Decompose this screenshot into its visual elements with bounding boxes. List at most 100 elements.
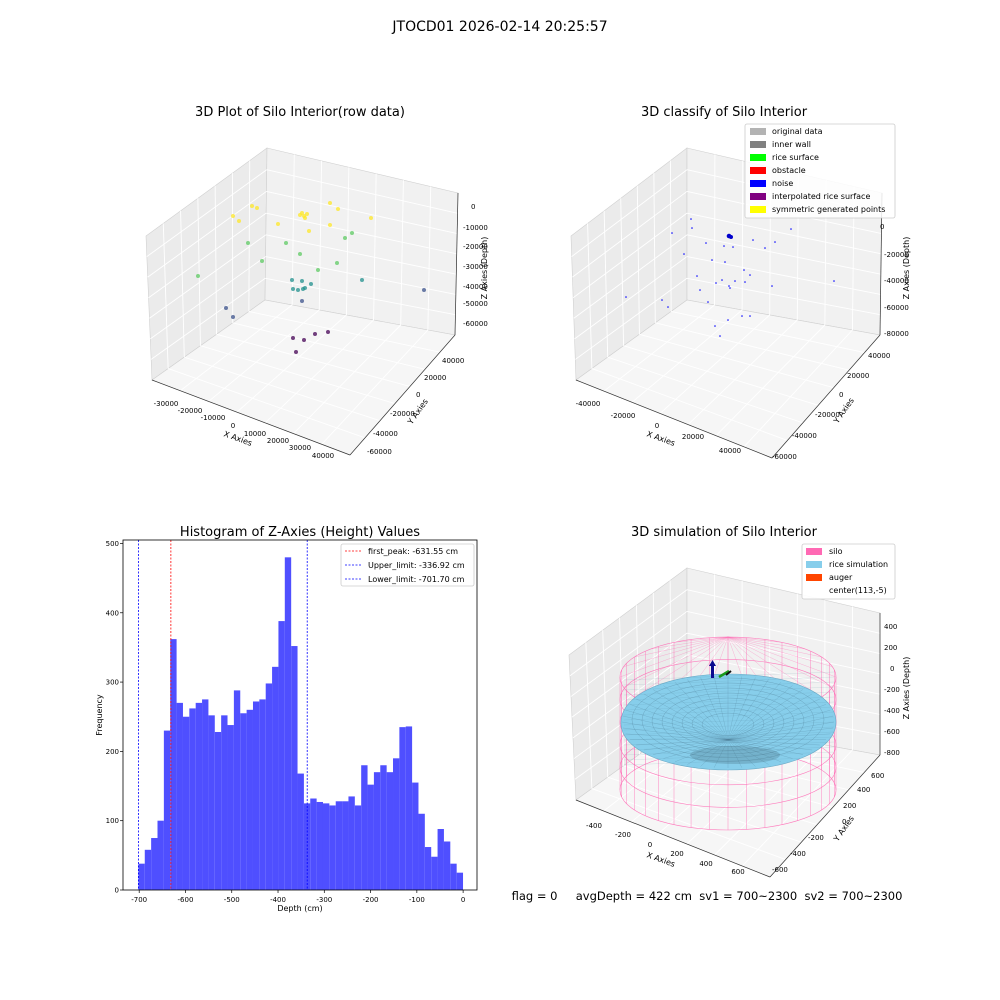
histogram-x-ticks: -700 -600 -500 -400 -300 -200 -100 0 xyxy=(131,896,465,904)
histogram-bar xyxy=(240,713,247,890)
rice-mesh-spoke xyxy=(622,715,729,741)
silo-roof-line xyxy=(727,636,833,688)
histogram-y-ticks: 0 100 200 300 400 500 xyxy=(106,540,119,895)
raw-z-tick-labels: 0 -10000 -20000 -30000 -40000 -50000 -60… xyxy=(463,203,488,328)
rice-mesh-spoke xyxy=(714,676,729,741)
legend-swatch-obstacle xyxy=(750,167,766,174)
noise-point xyxy=(743,269,745,271)
legend-swatch-noise xyxy=(750,180,766,187)
grid-line xyxy=(686,610,881,655)
simulation-z-tick: -400 xyxy=(884,707,900,715)
histogram-bar xyxy=(170,639,177,890)
noise-point xyxy=(732,246,734,248)
grid-line xyxy=(591,368,788,441)
grid-line xyxy=(686,632,881,675)
legend-swatch-interpolated xyxy=(750,193,766,200)
histogram-bar xyxy=(297,773,304,890)
rice-mesh-line xyxy=(623,721,835,731)
grid-line xyxy=(216,333,411,387)
simulation-x-tick: 400 xyxy=(699,860,712,868)
histogram-bar xyxy=(227,725,234,890)
histogram-bar xyxy=(424,847,432,890)
histogram-x-tick: -500 xyxy=(224,896,240,904)
histogram-bar xyxy=(443,841,451,890)
grid-line xyxy=(607,776,802,843)
rice-mesh-spoke xyxy=(727,676,742,741)
grid-line xyxy=(427,186,432,331)
scatter-point xyxy=(290,278,294,282)
auger-blue-arrow xyxy=(709,660,716,666)
grid-line xyxy=(321,329,429,445)
histogram-bar xyxy=(342,801,349,890)
auger-black-tip xyxy=(725,670,732,676)
grid-line xyxy=(636,185,640,335)
scatter-point xyxy=(326,330,330,334)
histogram-bar xyxy=(335,801,343,890)
histogram-y-tick: 100 xyxy=(106,817,119,825)
grid-line xyxy=(232,322,426,370)
grid-line xyxy=(714,744,826,856)
scatter-point xyxy=(231,315,235,319)
rice-mesh-line xyxy=(623,696,835,706)
simulation-x-tick: 600 xyxy=(731,868,744,876)
simulation-y-tick: 400 xyxy=(857,786,870,794)
classify-z-tick: -20000 xyxy=(884,251,909,259)
histogram-bar xyxy=(367,784,374,890)
histogram-y-tick: 200 xyxy=(106,748,119,756)
rice-mesh-spoke xyxy=(727,679,769,741)
status-footer: flag = 0 avgDepth = 422 cm sv1 = 700~230… xyxy=(512,889,903,903)
scatter-point xyxy=(300,299,304,303)
histogram-bar xyxy=(151,838,158,890)
histogram-legend: first_peak: -631.55 cm Upper_limit: -336… xyxy=(340,543,475,587)
legend-swatch-symmetric xyxy=(750,206,766,213)
classify-z-axis-label: Z Axies (Depth) xyxy=(902,237,911,300)
grid-line xyxy=(150,256,266,340)
histogram-bar xyxy=(329,805,336,890)
classify-x-tick: 40000 xyxy=(719,447,741,455)
rice-mesh-line xyxy=(623,681,835,691)
rice-mesh-line xyxy=(623,726,835,736)
grid-line xyxy=(574,256,688,340)
classify-z-tick: -60000 xyxy=(884,304,909,312)
noise-point xyxy=(833,280,835,282)
noise-point xyxy=(696,275,698,277)
histogram-bar xyxy=(163,730,171,890)
histogram-bar xyxy=(361,765,368,890)
scatter-point xyxy=(300,211,304,215)
classify-z-tick: 0 xyxy=(880,223,884,231)
grid-line xyxy=(248,310,441,353)
raw-x-tick: -30000 xyxy=(154,400,179,408)
grid-line xyxy=(266,169,458,214)
classify-x-axis-label: X Axies xyxy=(645,429,676,448)
legend-label-rice: rice simulation xyxy=(829,560,888,569)
histogram-y-axis-label: Frequency xyxy=(95,694,104,736)
rice-mesh-line xyxy=(623,671,835,681)
raw-y-tick: -60000 xyxy=(367,448,392,456)
legend-label-symmetric: symmetric generated points xyxy=(772,205,885,214)
grid-line xyxy=(265,234,457,275)
rice-mesh-line xyxy=(623,676,835,686)
scatter-point xyxy=(276,222,280,226)
grid-line xyxy=(200,345,396,405)
histogram-bar xyxy=(322,803,330,890)
rice-mesh-line xyxy=(623,756,835,766)
rice-mesh-line xyxy=(623,716,835,726)
histogram-bar xyxy=(208,715,215,890)
grid-line xyxy=(653,173,656,323)
raw-y-tick: 0 xyxy=(416,391,420,399)
histogram-bar xyxy=(202,699,209,890)
scatter-point xyxy=(246,241,250,245)
grid-line xyxy=(715,324,826,437)
grid-line xyxy=(149,234,267,319)
rice-mesh-line xyxy=(623,706,835,716)
rice-mesh-spoke xyxy=(630,704,729,741)
rice-mesh-spoke xyxy=(727,682,782,741)
rice-mesh-spoke xyxy=(727,677,756,741)
histogram-bar xyxy=(176,702,183,890)
rice-mesh-spoke xyxy=(727,733,831,741)
rice-mesh-spoke xyxy=(727,739,782,762)
histogram-bar xyxy=(310,798,317,890)
scatter-point xyxy=(302,338,306,342)
figure-suptitle: JTOCD01 2026-02-14 20:25:57 xyxy=(391,19,607,35)
silo-roof-line xyxy=(634,636,729,698)
